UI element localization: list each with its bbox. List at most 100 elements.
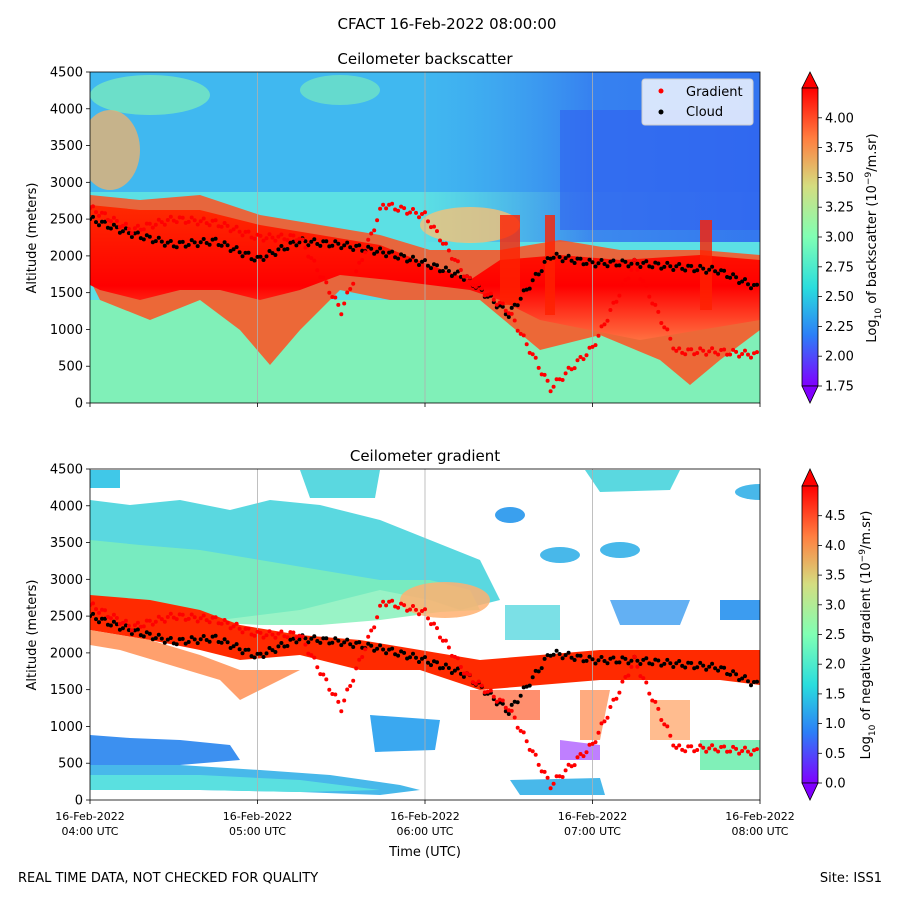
cloud-marker (132, 628, 137, 633)
cloud-marker (420, 259, 424, 264)
y-tick-label: 0 (75, 397, 83, 412)
cloud-marker (153, 239, 158, 244)
cloud-marker (327, 641, 332, 646)
cloud-marker (575, 256, 580, 261)
gradient-marker (548, 389, 553, 394)
gradient-marker (710, 346, 715, 351)
gradient-marker (117, 622, 122, 626)
gradient-marker (360, 258, 365, 262)
cloud-marker (237, 647, 242, 652)
cloud-marker (440, 666, 445, 670)
cloud-marker (626, 264, 631, 269)
gradient-marker (725, 749, 730, 754)
cloud-marker (177, 240, 182, 245)
cloud-marker (345, 240, 350, 245)
gradient-marker (461, 671, 466, 676)
gradient-marker (117, 225, 122, 229)
gradient-marker (94, 607, 98, 612)
gradient-marker (527, 350, 532, 355)
cloud-marker (369, 246, 374, 251)
gradient-marker (91, 601, 95, 606)
cloud-marker (315, 639, 320, 643)
gradient-marker (270, 235, 275, 240)
gradient-marker (126, 623, 131, 628)
x-tick-label-date: 16-Feb-2022 (558, 810, 627, 823)
gradient-marker (545, 775, 550, 780)
colorbar-tick-label: 2.00 (825, 350, 854, 365)
gradient-marker (333, 692, 338, 697)
cloud-marker (506, 712, 511, 716)
gradient-marker (518, 728, 523, 733)
cloud-marker (575, 653, 580, 658)
cloud-marker (204, 638, 209, 642)
cloud-marker (683, 268, 688, 273)
gradient-marker (108, 616, 113, 621)
gradient-marker (728, 352, 733, 357)
cloud-marker (578, 653, 583, 658)
gradient-marker (150, 622, 155, 627)
gradient-marker (120, 620, 125, 625)
cloud-marker (438, 666, 442, 671)
cloud-marker (189, 238, 194, 243)
gradient-marker (485, 689, 490, 694)
cloud-marker (321, 239, 326, 244)
cloud-marker (354, 243, 359, 248)
gradient-marker (327, 687, 332, 692)
cloud-marker (162, 243, 167, 248)
gradient-marker (198, 616, 203, 621)
cloud-marker (114, 622, 119, 627)
cloud-marker (240, 254, 245, 259)
gradient-marker (297, 236, 302, 241)
cloud-marker (357, 640, 362, 645)
gradient-marker (656, 706, 661, 711)
gradient-marker (186, 616, 191, 621)
cloud-marker (704, 667, 709, 672)
y-tick-label: 4000 (50, 102, 83, 117)
cloud-marker (288, 637, 293, 642)
gradient-marker (426, 616, 430, 621)
gradient-marker (288, 233, 293, 238)
gradient-marker (378, 603, 383, 608)
gradient-marker (300, 237, 305, 242)
gradient-marker (581, 357, 586, 362)
cloud-marker (752, 283, 756, 287)
cloud-marker (650, 662, 655, 667)
gradient-marker (207, 223, 212, 228)
y-tick-label: 3000 (50, 176, 83, 191)
gradient-marker (461, 274, 466, 279)
gradient-marker (515, 725, 520, 730)
gradient-marker (566, 365, 571, 370)
cloud-marker (246, 647, 251, 652)
gradient-marker (186, 219, 191, 224)
gradient-marker (482, 690, 487, 695)
cloud-marker (372, 251, 377, 256)
top-colorbar-extend-top (801, 71, 819, 89)
cloud-marker (512, 302, 517, 307)
cloud-marker (533, 668, 538, 673)
gradient-marker (440, 638, 445, 643)
cloud-marker (509, 702, 514, 707)
gradient-marker (237, 229, 242, 234)
cloud-marker (435, 263, 439, 268)
cloud-marker (455, 269, 460, 274)
gradient-marker (509, 708, 514, 713)
cloud-marker (303, 636, 308, 641)
gradient-marker (288, 630, 293, 635)
bottom-x-axis-label: Time (UTC) (388, 845, 461, 860)
gradient-marker (342, 301, 347, 306)
gradient-marker (252, 236, 257, 241)
gradient-marker (611, 300, 616, 305)
cloud-marker (384, 651, 389, 656)
gradient-marker (354, 666, 359, 671)
gradient-marker (524, 342, 529, 347)
gradient-marker (396, 208, 401, 213)
gradient-marker (252, 633, 257, 638)
gradient-marker (195, 619, 200, 624)
cloud-marker (458, 274, 463, 279)
cloud-marker (674, 264, 679, 269)
gradient-marker (752, 351, 756, 356)
x-tick-label-date: 16-Feb-2022 (55, 810, 124, 823)
gradient-marker (213, 615, 218, 620)
cloud-marker (614, 263, 619, 268)
cloud-marker (659, 266, 664, 271)
